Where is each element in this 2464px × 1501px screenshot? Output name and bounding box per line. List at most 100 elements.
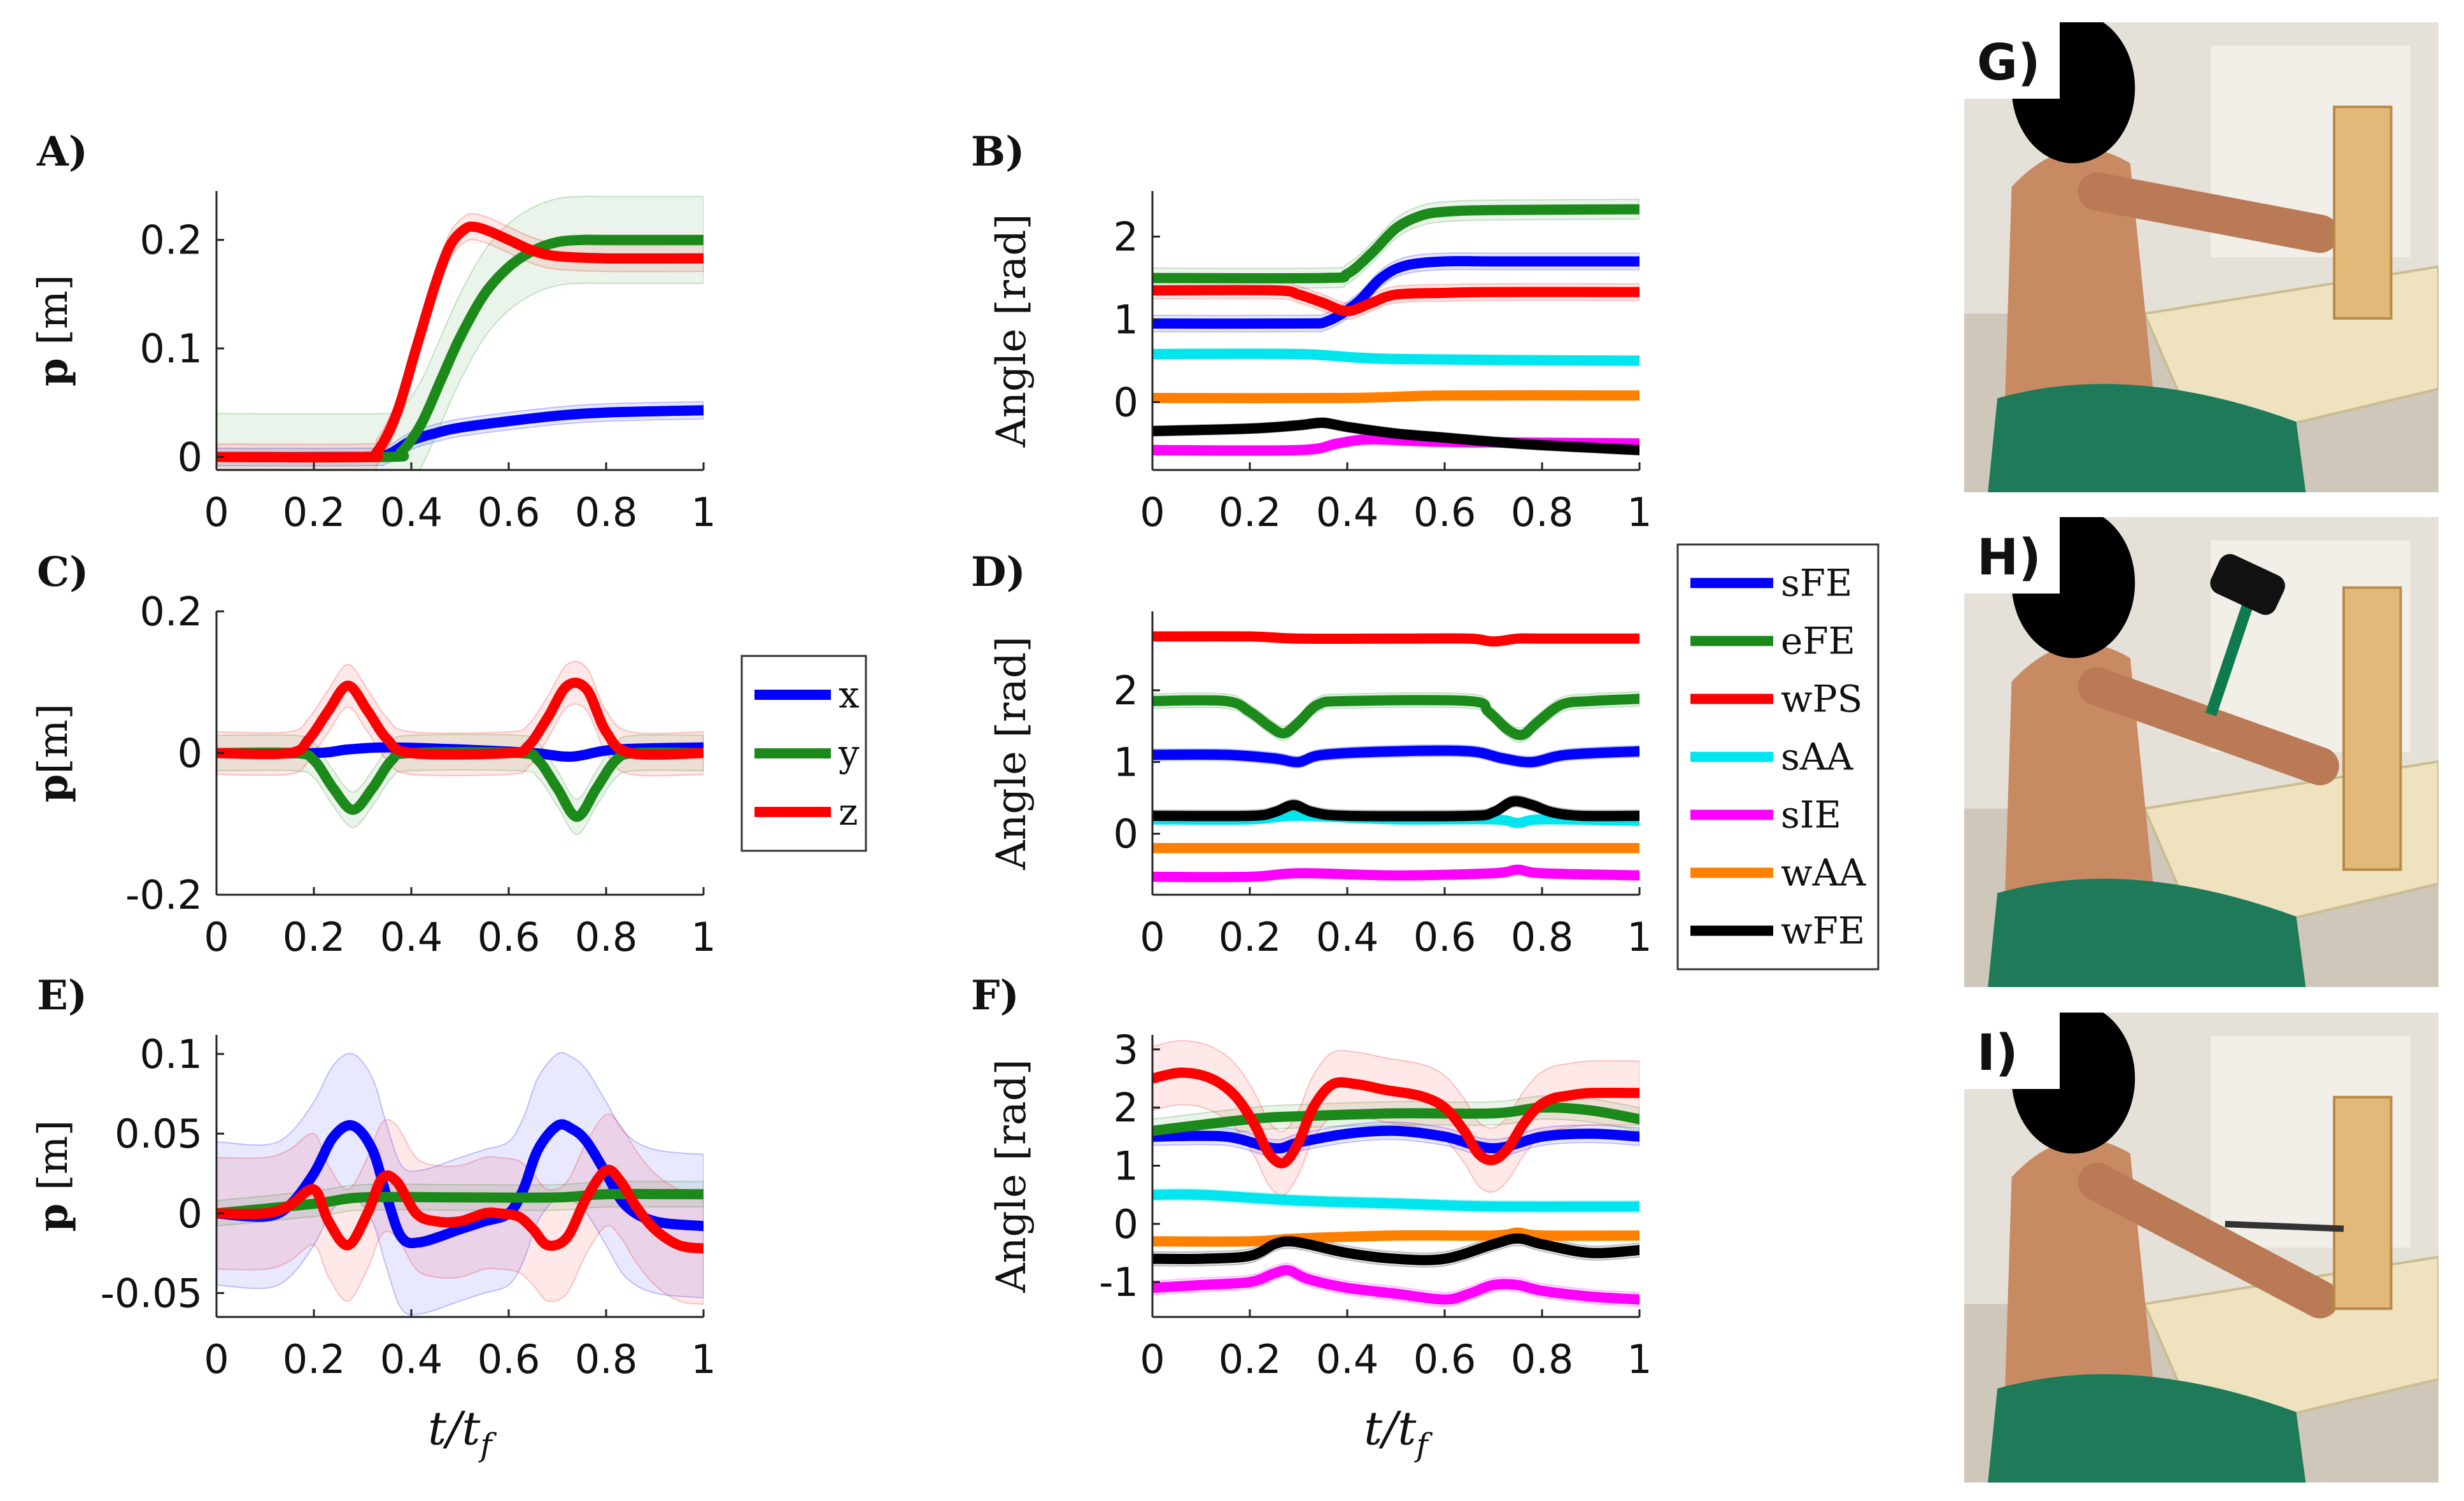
x-tick-label: 0: [204, 1336, 229, 1383]
chart-b: 0 0.2 0.4 0.6 0.8 1 0 1 2 Angle [rad] B): [971, 128, 1652, 536]
legend-entry-x: x: [754, 673, 860, 716]
photo-label-box: [1964, 517, 2060, 594]
y-tick-label: 1: [1114, 296, 1138, 343]
line-y: [216, 1188, 704, 1219]
line-wFE: [1152, 1233, 1639, 1265]
line-sFE: [1152, 745, 1639, 767]
line-sAA: [1152, 348, 1639, 366]
x-tick-label: 1: [1627, 489, 1652, 536]
photo-hammering: H): [1964, 517, 2439, 987]
x-tick-label: 0: [204, 489, 229, 536]
y-tick-label: 0: [178, 434, 202, 481]
wooden-block: [2333, 105, 2393, 320]
x-tick-label: 0: [1140, 914, 1165, 960]
line-wPS: [1152, 1067, 1639, 1169]
y-tick-label: 3: [1114, 1027, 1138, 1073]
person-arm: [2078, 172, 2339, 253]
panel-label-f: F): [971, 972, 1019, 1020]
x-tick-label: 0: [204, 914, 229, 960]
x-tick-label: 0.6: [1413, 489, 1476, 536]
charts-layer: 0 0.2 0.4 0.6 0.8 1 0 0.1 0.2 p [m] A) 0 0.2 0.4 0.6 0.…: [29, 128, 1652, 1463]
photo-reaching-block: G): [1964, 22, 2439, 492]
y-axis-label: Angle [rad]: [988, 636, 1035, 871]
x-tick-label: 0.6: [478, 914, 541, 960]
x-tick-label: 0.4: [1316, 914, 1379, 960]
x-tick-label: 0.8: [1511, 489, 1574, 536]
x-tick-label: 0.4: [380, 1336, 443, 1383]
line-sAA: [1152, 1189, 1639, 1212]
person-arm: [2078, 667, 2339, 786]
band-x: [216, 1051, 704, 1316]
y-axis-label: p [m]: [29, 274, 77, 387]
legend-entry-wAA: wAA: [1690, 851, 1867, 895]
x-tick-label: 0.2: [1219, 489, 1282, 536]
photo-label: H): [1977, 529, 2041, 587]
x-tick-label: 0.2: [1219, 914, 1282, 960]
x-tick-label: 0.6: [1413, 1336, 1476, 1383]
line-x: [216, 1119, 704, 1248]
x-axis-label: t/tf: [1364, 1402, 1433, 1463]
y-tick-label: 0.2: [139, 217, 202, 264]
x-tick-label: 0.8: [575, 489, 638, 536]
legend-label: wFE: [1781, 909, 1865, 953]
angle-legend: sFE eFE wPS sAA sIE wAA wFE: [1676, 543, 1880, 971]
y-tick-label: 2: [1114, 213, 1138, 260]
series-group: [1152, 631, 1639, 883]
line-y: [216, 234, 704, 463]
hammer-head: [2210, 553, 2285, 615]
legend-label: x: [839, 673, 860, 716]
screwdriver: [2225, 1221, 2344, 1232]
legend-entry-y: y: [754, 732, 860, 775]
y-tick-label: 2: [1114, 667, 1138, 714]
chart-a: 0 0.2 0.4 0.6 0.8 1 0 0.1 0.2 p [m] A): [29, 128, 716, 536]
series-group: [216, 660, 704, 836]
line-wFE: [1152, 796, 1639, 822]
person-shorts: [1988, 1374, 2306, 1483]
legend-entry-sAA: sAA: [1690, 736, 1854, 779]
x-tick-label: 0.8: [575, 914, 638, 960]
plot-area: [1152, 1035, 1639, 1317]
x-tick-label: 0.2: [1219, 1336, 1282, 1383]
panel-label-c: C): [37, 548, 89, 596]
legend-entry-sFE: sFE: [1690, 562, 1852, 605]
x-tick-label: 1: [1627, 914, 1652, 960]
photo-label: I): [1977, 1025, 2018, 1082]
y-tick-label: -1: [1099, 1259, 1138, 1305]
x-tick-label: 0.4: [1316, 489, 1379, 536]
photo-label-box: [1964, 22, 2060, 99]
legend-label: wPS: [1781, 678, 1862, 721]
line-z: [216, 678, 704, 760]
x-tick-label: 0.6: [478, 489, 541, 536]
y-tick-label: 0: [178, 730, 202, 777]
y-axis-label: p[m]: [29, 704, 77, 802]
x-tick-label: 1: [691, 914, 716, 960]
y-axis-label: Angle [rad]: [988, 1059, 1035, 1293]
y-tick-label: -0.05: [101, 1270, 202, 1316]
legend-entry-wFE: wFE: [1690, 909, 1865, 953]
y-tick-label: 1: [1114, 1143, 1138, 1190]
x-tick-label: 1: [691, 489, 716, 536]
position-legend: xyz: [740, 655, 867, 852]
x-tick-label: 0.2: [283, 914, 346, 960]
legends: xyz sFE eFE wPS sAA sIE wAA wFE: [740, 543, 1880, 971]
legend-entry-eFE: eFE: [1690, 620, 1855, 663]
y-tick-label: 0: [178, 1190, 202, 1237]
line-wPS: [1152, 631, 1639, 647]
legend-entry-z: z: [754, 790, 858, 834]
line-wAA: [1152, 390, 1639, 404]
y-tick-label: 0.2: [139, 588, 202, 635]
x-tick-label: 0.2: [283, 489, 346, 536]
line-wAA: [1152, 1227, 1639, 1247]
y-tick-label: 0.05: [115, 1111, 202, 1157]
x-tick-label: 0.4: [380, 914, 443, 960]
photo-label-box: [1964, 1013, 2060, 1089]
person-arm: [2078, 1162, 2339, 1319]
legend-label: sAA: [1781, 736, 1854, 779]
legend-label: eFE: [1781, 620, 1855, 663]
x-tick-label: 0.6: [1413, 914, 1476, 960]
line-sIE: [1152, 1265, 1639, 1305]
legend-label: sFE: [1781, 562, 1852, 605]
